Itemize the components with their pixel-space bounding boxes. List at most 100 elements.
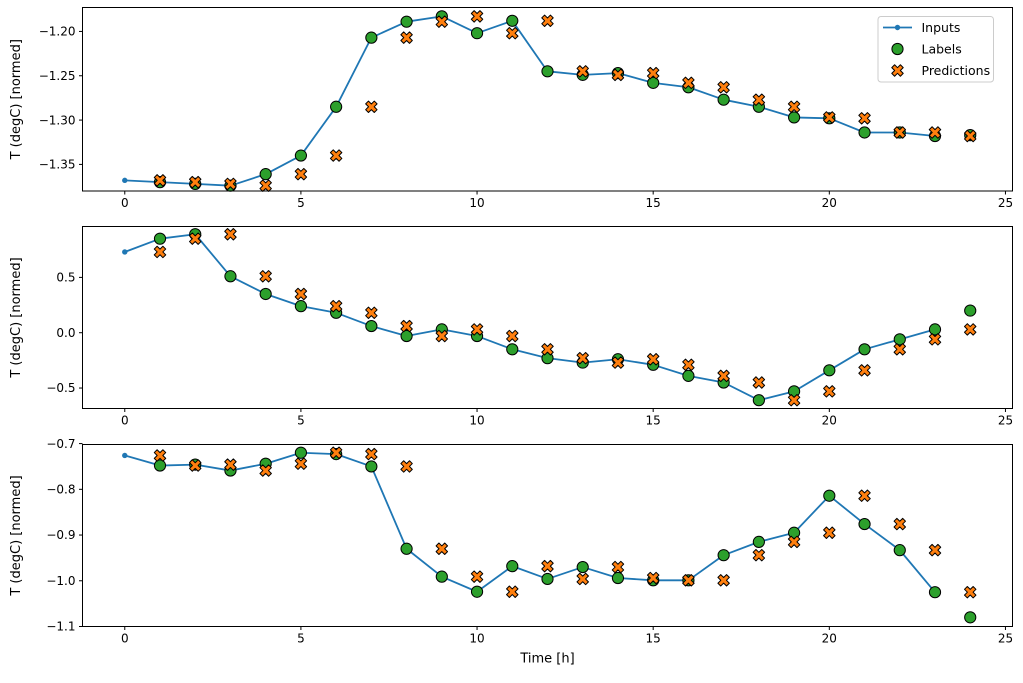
label-marker — [928, 586, 942, 599]
x-tick-label: 5 — [297, 632, 305, 646]
inputs-point — [122, 452, 128, 459]
prediction-marker — [506, 585, 519, 598]
legend-dot-handle — [894, 24, 901, 31]
label-marker — [541, 572, 554, 586]
label-marker — [928, 323, 942, 336]
x-tick-label: 5 — [297, 414, 305, 428]
x-tick-label: 10 — [469, 632, 484, 646]
prediction-marker — [294, 457, 308, 470]
prediction-marker — [823, 111, 836, 124]
x-tick-label: 20 — [822, 414, 837, 428]
y-axis-label: T (degC) [normed] — [9, 39, 24, 160]
axes-frame — [82, 444, 1013, 627]
prediction-marker — [153, 449, 167, 462]
label-marker — [470, 27, 484, 40]
prediction-marker — [294, 287, 308, 301]
prediction-marker — [224, 177, 237, 191]
y-tick-label: −1.20 — [39, 25, 76, 39]
inputs-point — [122, 177, 128, 184]
x-tick-label: 0 — [121, 414, 129, 428]
legend: Inputs Labels Predictions — [877, 16, 994, 83]
prediction-marker — [611, 356, 625, 369]
label-marker — [294, 149, 308, 162]
prediction-marker — [964, 129, 977, 143]
prediction-marker — [646, 66, 660, 80]
prediction-marker — [893, 343, 906, 356]
label-marker — [647, 76, 660, 89]
y-tick-label: −1.35 — [39, 158, 76, 172]
prediction-marker — [541, 343, 554, 356]
label-marker — [294, 446, 308, 459]
x-tick-label: 25 — [998, 414, 1013, 428]
inputs-line — [124, 451, 936, 593]
label-marker — [576, 560, 589, 574]
prediction-marker — [224, 228, 237, 241]
prediction-marker — [928, 126, 942, 139]
label-marker — [400, 542, 413, 555]
x-tick-label: 25 — [998, 196, 1013, 210]
label-marker — [330, 100, 343, 113]
prediction-marker — [682, 574, 695, 587]
prediction-marker — [646, 353, 660, 366]
label-marker — [365, 31, 378, 44]
prediction-marker — [576, 65, 589, 78]
y-tick-label: −0.8 — [46, 483, 75, 497]
prediction-marker — [717, 81, 730, 94]
prediction-marker — [400, 319, 413, 333]
prediction-marker — [928, 543, 942, 557]
inputs-point — [122, 249, 128, 255]
label-marker — [752, 535, 765, 549]
label-marker — [365, 460, 378, 473]
prediction-marker — [858, 364, 871, 377]
prediction-marker — [576, 351, 589, 365]
prediction-marker — [682, 358, 695, 372]
prediction-marker — [823, 385, 836, 398]
legend-x-handle — [891, 64, 904, 77]
prediction-marker — [752, 548, 766, 562]
prediction-marker — [752, 376, 766, 389]
prediction-marker — [893, 126, 906, 139]
label-marker — [858, 517, 871, 531]
x-tick-label: 5 — [297, 196, 305, 210]
x-tick-label: 0 — [121, 196, 129, 210]
label-marker — [611, 571, 625, 585]
prediction-marker — [259, 464, 272, 477]
label-marker — [506, 343, 519, 356]
prediction-marker — [964, 323, 977, 336]
inputs-line — [124, 15, 936, 187]
prediction-marker — [470, 570, 484, 583]
y-axis-label: T (degC) [normed] — [9, 475, 24, 596]
prediction-marker — [189, 459, 202, 472]
x-tick-label: 15 — [646, 414, 661, 428]
y-tick-label: −0.5 — [46, 381, 75, 395]
y-tick-label: −1.25 — [39, 69, 76, 83]
prediction-marker — [329, 149, 343, 162]
label-marker — [435, 570, 448, 583]
prediction-marker — [787, 535, 801, 549]
y-tick-label: −1.1 — [46, 620, 75, 634]
x-tick-label: 10 — [469, 414, 484, 428]
label-marker — [717, 93, 730, 106]
label-marker — [787, 111, 801, 124]
prediction-marker — [470, 323, 484, 336]
label-marker — [682, 369, 695, 382]
x-tick-label: 25 — [998, 632, 1013, 646]
label-marker — [893, 544, 906, 557]
subplot-1: −1.20 −1.25 −1.30 −1.35 0 5 10 15 20 25 T (degC) [… — [9, 7, 1013, 210]
label-marker — [752, 394, 765, 407]
prediction-marker — [506, 329, 519, 343]
label-marker — [365, 319, 378, 333]
y-tick-label: −1.0 — [46, 574, 75, 588]
y-axis-label: T (degC) [normed] — [9, 257, 24, 378]
prediction-marker — [682, 76, 695, 90]
prediction-marker — [259, 179, 272, 192]
prediction-marker — [541, 14, 554, 28]
label-marker — [541, 65, 554, 78]
prediction-marker — [964, 585, 977, 599]
prediction-marker — [400, 460, 413, 473]
prediction-marker — [506, 26, 519, 40]
prediction-marker — [470, 10, 484, 23]
label-marker — [400, 15, 413, 28]
